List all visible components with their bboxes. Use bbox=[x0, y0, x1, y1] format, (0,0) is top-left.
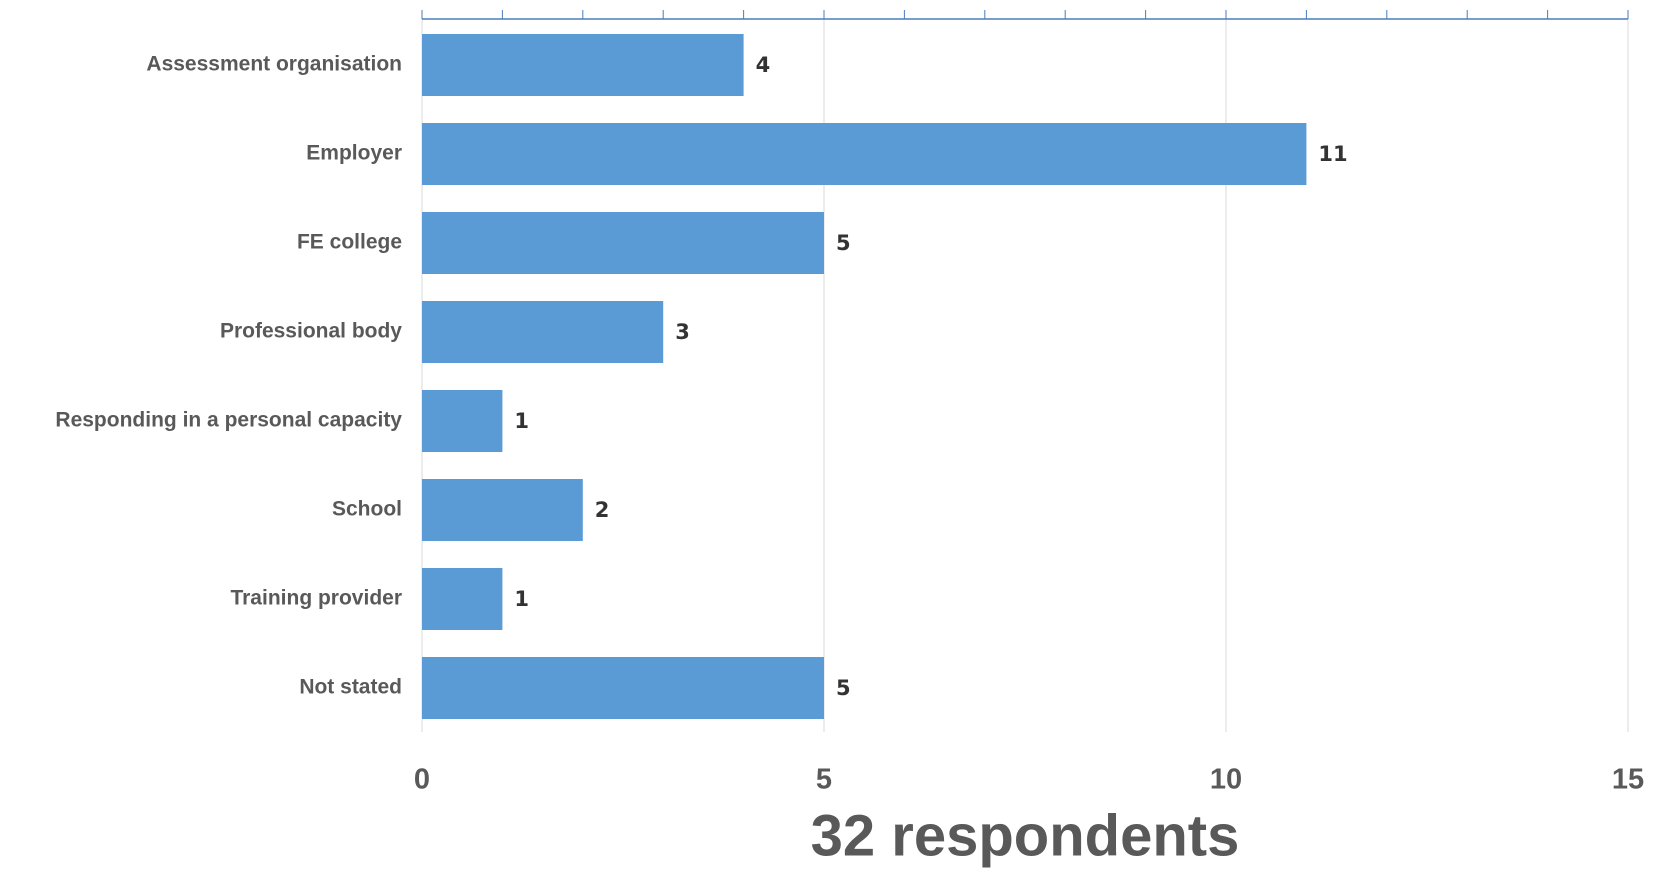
x-axis-title: 32 respondents bbox=[811, 803, 1240, 868]
value-label: 3 bbox=[675, 320, 690, 344]
x-tick-label: 10 bbox=[1210, 764, 1242, 796]
y-tick-label: FE college bbox=[297, 231, 402, 254]
bar bbox=[422, 34, 744, 96]
y-tick-label: Assessment organisation bbox=[146, 53, 402, 76]
bar bbox=[422, 657, 824, 719]
value-label: 2 bbox=[595, 498, 610, 522]
y-tick-label: Not stated bbox=[299, 676, 402, 699]
y-tick-label: School bbox=[332, 498, 402, 521]
y-tick-label: Professional body bbox=[220, 320, 402, 343]
bar bbox=[422, 568, 503, 630]
y-tick-label: Employer bbox=[306, 142, 402, 165]
bar bbox=[422, 123, 1307, 185]
bar bbox=[422, 212, 824, 274]
x-tick-label: 5 bbox=[816, 764, 832, 796]
value-label: 5 bbox=[836, 231, 851, 255]
y-tick-label: Training provider bbox=[230, 587, 402, 610]
value-label: 5 bbox=[836, 676, 851, 700]
value-label: 1 bbox=[514, 587, 529, 611]
bar bbox=[422, 301, 664, 363]
value-label: 11 bbox=[1318, 142, 1347, 166]
y-tick-label: Responding in a personal capacity bbox=[55, 409, 402, 432]
value-label: 4 bbox=[756, 53, 771, 77]
x-tick-label: 15 bbox=[1612, 764, 1644, 796]
bar bbox=[422, 479, 583, 541]
x-tick-label: 0 bbox=[414, 764, 430, 796]
bar bbox=[422, 390, 503, 452]
value-label: 1 bbox=[514, 409, 529, 433]
